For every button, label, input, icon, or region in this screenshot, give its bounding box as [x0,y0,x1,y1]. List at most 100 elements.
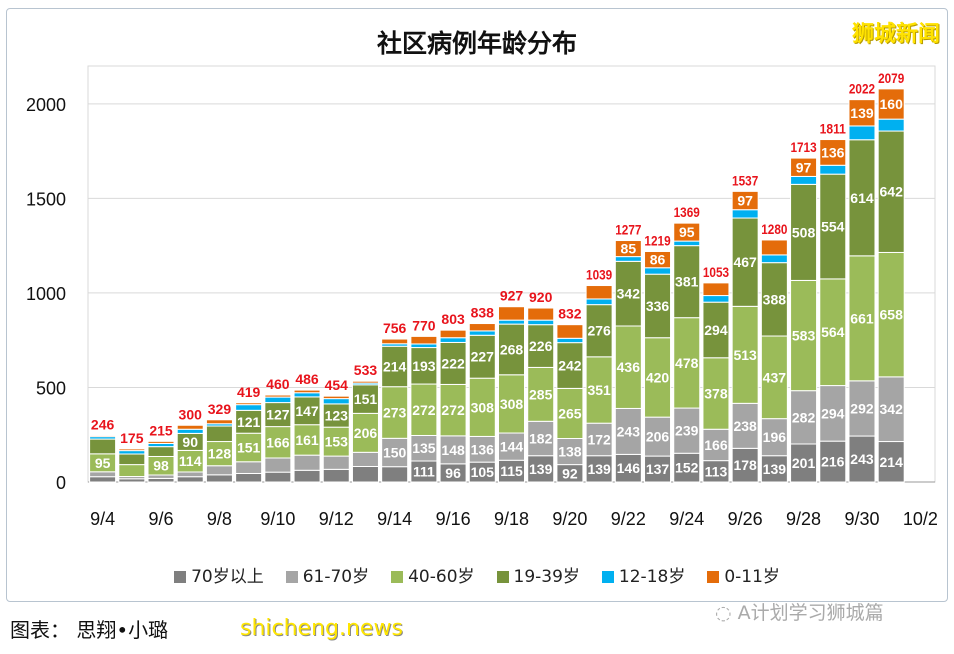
bar-segment [351,465,379,483]
segment-label: 342 [880,401,904,417]
segment-label: 388 [763,291,787,307]
segment-label: 151 [237,439,261,455]
segment-label: 478 [675,355,699,371]
segment-label: 513 [733,347,757,363]
segment-label: 85 [621,241,637,257]
bar-segment [264,394,292,398]
segment-label: 193 [412,358,436,374]
bar-segment [614,325,642,409]
bar-segment [731,402,759,449]
segment-label: 128 [208,446,232,462]
x-tick-label: 9/20 [552,509,587,529]
segment-label: 276 [587,323,611,339]
total-label: 1369 [674,204,700,220]
bar-segment [89,434,117,438]
legend-item: 61-70岁 [285,562,369,587]
bar-segment [702,357,730,430]
segment-label: 294 [704,322,728,338]
total-label: 460 [266,376,290,392]
segment-label: 95 [95,455,111,471]
segment-label: 206 [354,425,378,441]
y-tick-label: 500 [36,378,66,398]
bar-segment [322,468,350,483]
segment-label: 658 [880,307,904,323]
bar-segment [819,139,847,166]
x-tick-label: 9/8 [207,509,232,529]
segment-label: 661 [850,310,874,326]
bar-segment [381,466,409,483]
segment-label: 272 [412,402,436,418]
total-label: 927 [500,288,524,304]
x-tick-label: 9/30 [844,509,879,529]
segment-label: 113 [705,463,728,479]
segment-label: 152 [675,460,699,476]
segment-label: 642 [880,184,904,200]
bar-segment [498,432,525,461]
bar-segment [760,239,788,256]
segment-label: 614 [850,190,874,206]
bar-segment [585,455,613,483]
segment-label: 166 [266,434,290,450]
x-tick-label: 9/16 [436,509,471,529]
legend-swatch [601,571,614,583]
bar-segment [556,337,584,344]
segment-label: 178 [733,457,757,473]
segment-label: 378 [704,386,728,402]
segment-label: 139 [763,461,787,477]
bar-segment [673,407,701,454]
legend-item: 70岁以上 [174,562,264,587]
bar-segment [585,304,613,358]
y-tick-label: 1000 [26,284,66,304]
x-tick-label: 9/22 [611,509,646,529]
bar-segment [322,426,350,457]
bar-segment [381,345,409,388]
segment-label: 114 [179,453,202,469]
bar-segment [819,385,847,442]
segment-label: 268 [500,341,524,357]
bar-segment [89,471,117,478]
site-watermark: shicheng.news [240,616,403,641]
bar-segment [819,440,847,483]
bar-segment [410,343,438,349]
bar-segment [176,471,204,478]
bar-segment [322,395,350,400]
bar-segment [147,477,175,483]
chart-credit: 图表： 思翔•小璐 [10,618,169,642]
segment-label: 294 [821,405,845,421]
x-tick-label: 9/4 [90,509,115,529]
bar-segment [322,398,350,405]
segment-label: 201 [792,455,816,471]
segment-label: 182 [529,431,553,447]
segment-label: 222 [441,355,465,371]
bar-segment [205,465,233,476]
bar-segment [673,245,701,319]
segment-label: 172 [587,431,611,447]
x-tick-label: 9/24 [669,509,704,529]
bar-segment [439,329,467,339]
bar-segment [877,251,905,378]
total-label: 1277 [615,222,641,238]
bar-segment [790,443,818,483]
x-tick-label: 9/14 [377,509,412,529]
bar-segment [176,424,204,430]
segment-label: 105 [471,464,495,480]
legend-swatch [707,571,720,583]
bar-segment [235,402,263,406]
segment-label: 285 [529,386,553,402]
segment-label: 214 [880,454,904,470]
bar-segment [614,407,642,455]
segment-label: 136 [471,441,495,457]
segment-label: 206 [646,429,670,445]
segment-label: 239 [675,423,699,439]
bar-segment [381,437,409,468]
segment-label: 564 [821,324,845,340]
segment-label: 139 [529,461,553,477]
legend-swatch [496,571,509,583]
bar-segment [673,452,701,483]
bar-segment [731,217,759,307]
segment-label: 137 [646,461,670,477]
bar-segment [468,323,496,332]
bar-segment [702,301,730,359]
segment-label: 282 [792,409,816,425]
bar-segment [293,389,321,394]
